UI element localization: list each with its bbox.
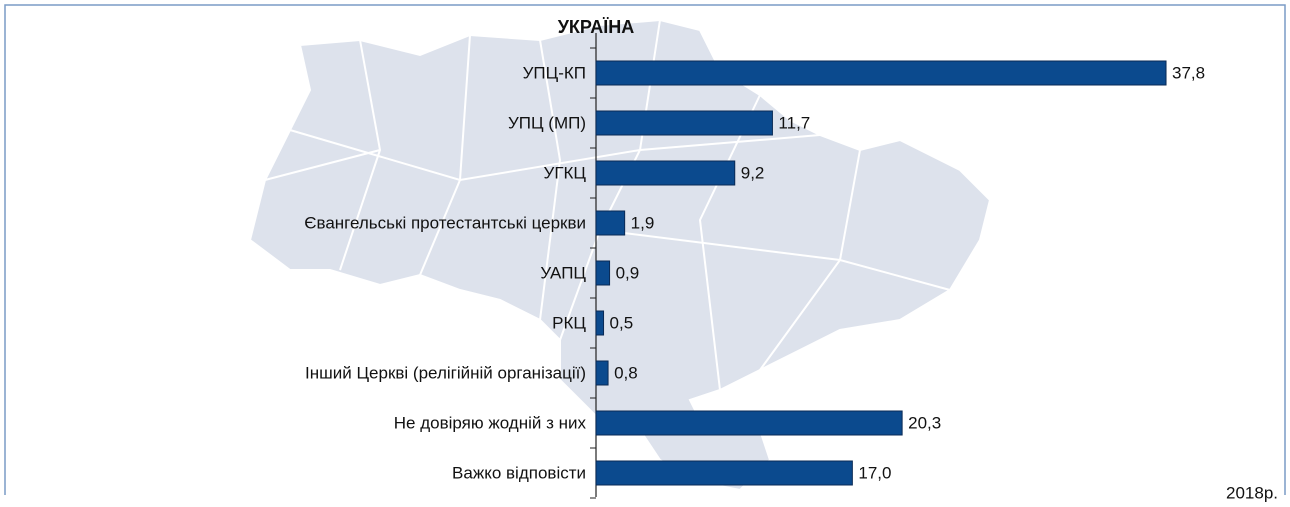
frame (4, 4, 1286, 495)
value-label: 17,0 (858, 463, 891, 482)
bar (595, 110, 773, 136)
bar (595, 60, 1167, 86)
bar (595, 410, 903, 436)
category-label: УПЦ (МП) (508, 113, 586, 132)
map-region-lines (264, 19, 951, 431)
value-label: 0,9 (616, 263, 640, 282)
category-label: Важко відповісти (452, 463, 586, 482)
value-label: 9,2 (741, 163, 765, 182)
bar (595, 310, 605, 336)
bar (595, 260, 611, 286)
value-label: 37,8 (1172, 63, 1205, 82)
bar (595, 210, 626, 236)
bar (595, 360, 609, 386)
note: 2018р. (1226, 483, 1278, 502)
category-label: РКЦ (552, 313, 586, 332)
category-label: Інший Церкві (релігійній організації) (305, 363, 586, 382)
value-label: 11,7 (778, 113, 810, 132)
value-label: 0,5 (610, 313, 634, 332)
category-label: УАПЦ (540, 263, 586, 282)
category-label: УГКЦ (544, 163, 587, 182)
map-background (248, 18, 992, 492)
bar (595, 460, 853, 486)
category-label: Не довіряю жодній з них (394, 413, 587, 432)
category-label: УПЦ-КП (523, 63, 586, 82)
value-label: 0,8 (614, 363, 638, 382)
value-label: 20,3 (908, 413, 941, 432)
chart-title: УКРАЇНА (558, 17, 635, 37)
value-label: 1,9 (631, 213, 655, 232)
category-label: Євангельські протестантські церкви (304, 213, 586, 232)
bar (595, 160, 736, 186)
